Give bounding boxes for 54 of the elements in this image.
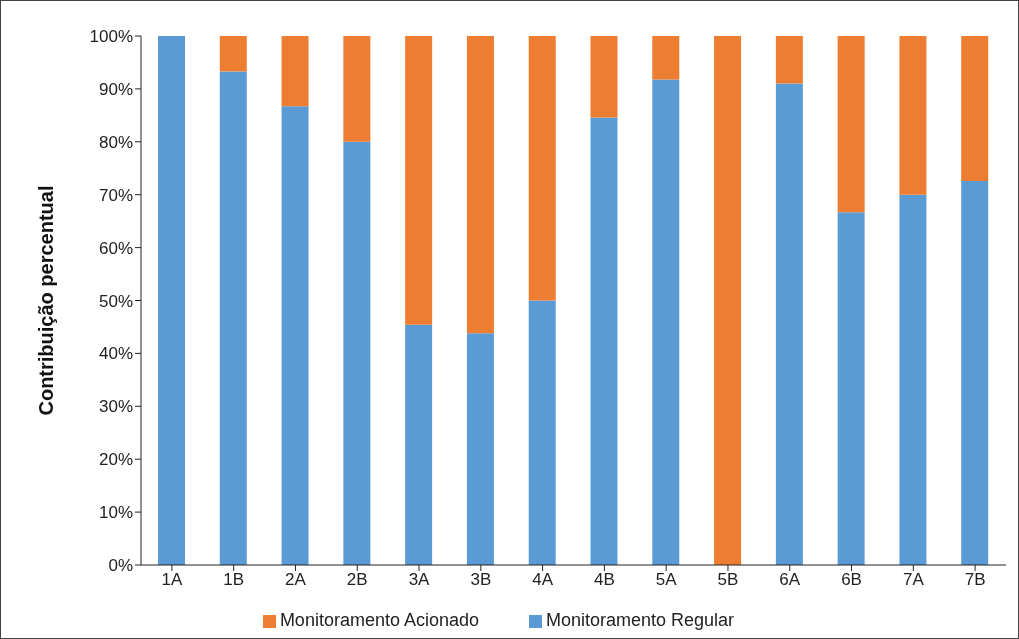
y-tick-label: 70% [98, 185, 133, 205]
bar [281, 106, 309, 565]
y-tick-label: 40% [98, 344, 133, 364]
bar [961, 180, 989, 565]
y-axis-title: Contribuição percentual [35, 185, 58, 416]
bar [528, 36, 556, 301]
bar [775, 83, 803, 565]
y-tick-label: 60% [98, 238, 133, 258]
bar [528, 300, 556, 565]
x-tick-label: 4A [532, 570, 554, 590]
x-tick-label: 4B [593, 570, 615, 590]
bar [466, 36, 494, 334]
bar [837, 36, 865, 213]
bar [590, 36, 618, 118]
y-tick-label: 0% [108, 556, 133, 576]
bar [899, 36, 927, 195]
bar [466, 333, 494, 565]
bar [775, 36, 803, 84]
x-tick-label: 2B [346, 570, 368, 590]
x-tick-label: 1B [223, 570, 245, 590]
y-tick-label: 30% [98, 397, 133, 417]
bar [405, 36, 433, 325]
bar [405, 324, 433, 565]
legend-label: Monitoramento Regular [546, 610, 735, 630]
bar [219, 36, 247, 72]
x-tick-label: 7B [964, 570, 986, 590]
bar [714, 36, 742, 565]
bar [219, 71, 247, 565]
x-tick-label: 3B [470, 570, 492, 590]
y-tick-label: 90% [98, 79, 133, 99]
y-tick-label: 10% [98, 503, 133, 523]
x-tick-label: 6A [779, 570, 801, 590]
y-tick-label: 80% [98, 132, 133, 152]
y-tick-label: 50% [98, 291, 133, 311]
x-tick-label: 2A [285, 570, 307, 590]
bar [652, 36, 680, 80]
x-tick-label: 7A [902, 570, 925, 590]
bar [281, 36, 309, 107]
bar [837, 212, 865, 565]
y-tick-label: 20% [98, 450, 133, 470]
x-tick-label: 5B [717, 570, 739, 590]
x-tick-label: 3A [408, 570, 431, 590]
bar [343, 141, 371, 565]
bar [343, 36, 371, 142]
legend-label: Monitoramento Acionado [279, 610, 479, 630]
x-tick-label: 6B [841, 570, 862, 590]
bar [652, 79, 680, 565]
bar [158, 36, 185, 565]
y-tick-label: 100% [89, 27, 133, 47]
x-tick-label: 1A [161, 570, 183, 590]
bar [899, 194, 927, 565]
bar [590, 117, 618, 565]
x-tick-label: 5A [655, 570, 678, 590]
bar [961, 36, 989, 181]
